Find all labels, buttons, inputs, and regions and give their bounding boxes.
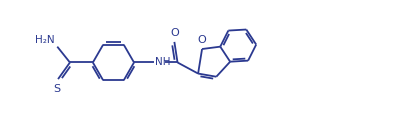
Text: NH: NH [155,57,171,67]
Text: S: S [53,84,60,94]
Text: O: O [170,28,179,38]
Text: O: O [197,35,206,45]
Text: H₂N: H₂N [35,35,54,45]
